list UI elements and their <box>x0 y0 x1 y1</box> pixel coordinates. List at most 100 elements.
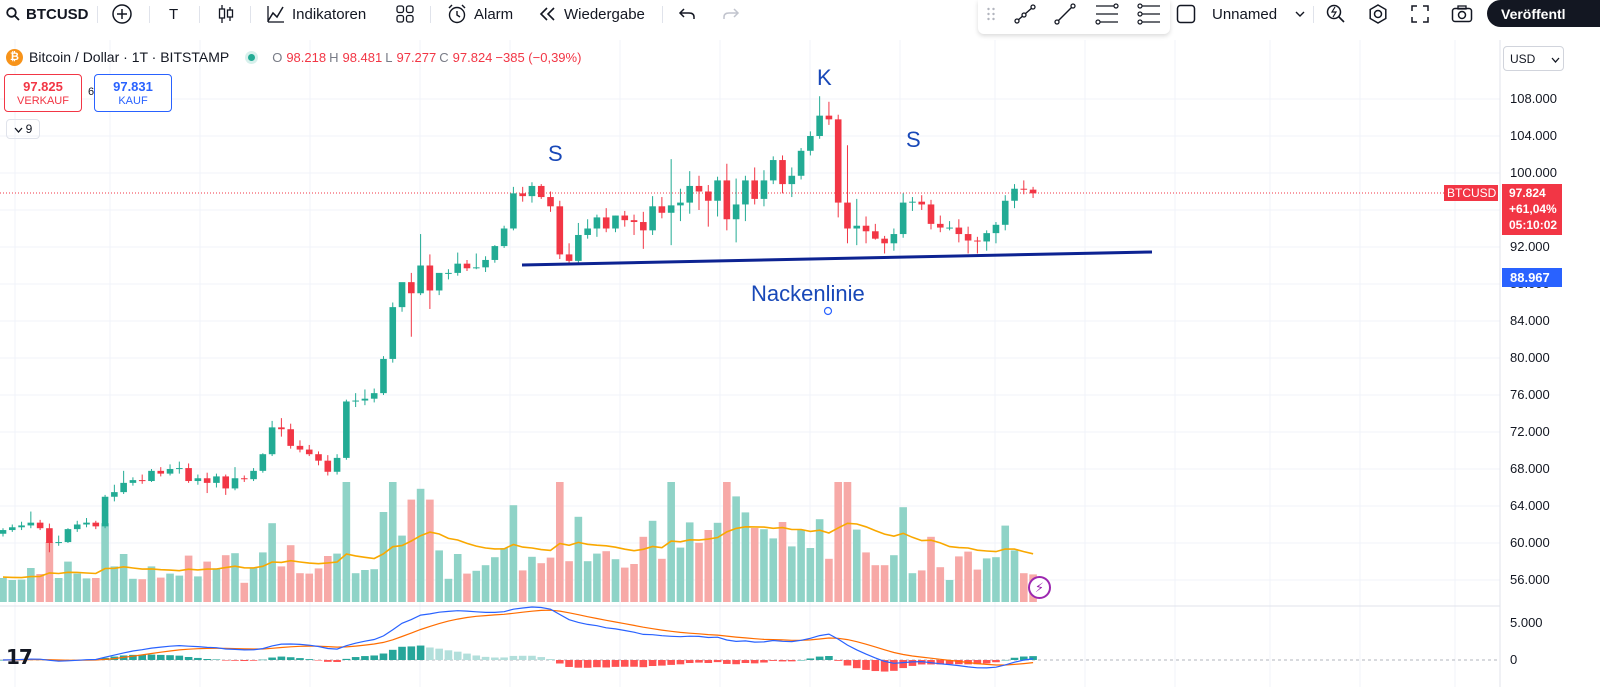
snapshot-button[interactable] <box>1451 0 1473 28</box>
candle-body <box>361 398 369 401</box>
head-label[interactable]: K <box>817 65 832 90</box>
bar-countdown: 05:10:02 <box>1509 218 1558 232</box>
tradingview-logo[interactable]: 𝟭𝟳 <box>6 647 33 669</box>
candle-body <box>389 307 397 359</box>
trend-line-tool[interactable] <box>1013 0 1037 28</box>
volume-bar <box>324 556 332 602</box>
macd-histogram-bar <box>713 660 722 663</box>
candle-body <box>760 180 768 199</box>
macd-histogram-bar <box>472 655 481 660</box>
interval-button[interactable]: T <box>169 0 178 28</box>
volume-bar <box>110 566 119 602</box>
publish-button[interactable]: Veröffentl <box>1487 0 1600 27</box>
volume-bar <box>129 578 137 602</box>
symbol-title[interactable]: Bitcoin / Dollar · 1T · BITSTAMP <box>29 49 230 65</box>
right-shoulder-label[interactable]: S <box>906 127 921 152</box>
indicators-button[interactable]: Indikatoren <box>266 0 366 28</box>
volume-bar <box>444 578 453 602</box>
neckline-label[interactable]: Nackenlinie <box>751 281 865 306</box>
volume-bar <box>175 575 184 602</box>
candle-body <box>667 205 675 213</box>
candle-body <box>556 206 564 255</box>
volume-bar <box>286 545 295 602</box>
volume-bar <box>45 542 54 602</box>
drag-handle[interactable] <box>986 0 996 28</box>
symbol-legend: ₿ Bitcoin / Dollar · 1T · BITSTAMP O 98.2… <box>6 47 584 67</box>
volume-bar <box>630 564 638 602</box>
volume-bar <box>778 522 787 602</box>
macd-pane <box>0 606 1037 672</box>
symbol-label: BTCUSD <box>26 5 89 23</box>
macd-histogram-bar <box>973 660 982 665</box>
volume-bar <box>101 523 109 602</box>
volume-bar <box>166 573 174 602</box>
macd-histogram-bar <box>156 654 165 660</box>
candle-body <box>612 215 619 229</box>
flash-icon[interactable]: ⚡ <box>1028 576 1051 599</box>
candles <box>0 96 1037 553</box>
left-shoulder-label[interactable]: S <box>548 141 563 166</box>
undo-button[interactable] <box>678 0 696 28</box>
macd-histogram-bar <box>1029 656 1037 660</box>
price-tick-label: 108.000 <box>1510 91 1557 106</box>
templates-button[interactable] <box>395 0 415 28</box>
volume-bar <box>333 553 341 602</box>
candles-icon <box>216 3 236 25</box>
layout-name: Unnamed <box>1212 5 1278 23</box>
macd-signal-line <box>3 609 1034 666</box>
macd-histogram-bar <box>685 660 694 664</box>
replay-button[interactable]: Wiedergabe <box>538 0 645 28</box>
last-change: +61,04% <box>1509 202 1557 216</box>
volume-bar <box>398 535 406 602</box>
indicators-collapse-button[interactable]: 9 <box>6 119 40 139</box>
volume-bar <box>834 482 842 602</box>
redo-button[interactable] <box>722 0 740 28</box>
layout-name-dropdown[interactable]: Unnamed <box>1212 0 1305 28</box>
ray-tool[interactable] <box>1053 0 1077 28</box>
buy-price: 97.831 <box>113 79 153 94</box>
macd-histogram-bar <box>528 655 536 660</box>
candle-body <box>324 460 332 472</box>
macd-histogram-bar <box>695 660 703 663</box>
sell-button[interactable]: 97.825 VERKAUF <box>4 74 82 112</box>
symbol-search[interactable]: BTCUSD <box>6 0 89 28</box>
candle-body <box>807 136 814 151</box>
macd-histogram-bar <box>750 660 759 664</box>
trend-line-icon <box>1013 2 1037 26</box>
volume-bar <box>843 482 852 602</box>
layout-button[interactable] <box>1176 0 1196 28</box>
macd-histogram-bar <box>630 660 638 667</box>
quick-search-button[interactable] <box>1325 0 1347 28</box>
chart-type-button[interactable] <box>216 0 236 28</box>
candle-body <box>231 478 239 489</box>
volume-bar <box>565 561 573 602</box>
candle-body <box>194 478 202 482</box>
candle-body <box>222 476 230 489</box>
search-icon <box>6 7 20 21</box>
fib-tool[interactable] <box>1094 0 1120 28</box>
plus-circle-icon <box>111 3 133 25</box>
compare-button[interactable] <box>111 0 133 28</box>
candle-body <box>909 201 916 203</box>
volume-bar <box>481 565 490 602</box>
macd-histogram-bar <box>871 660 880 672</box>
candle-body <box>630 220 638 223</box>
macd-histogram-bar <box>880 660 889 672</box>
alert-button[interactable]: Alarm <box>446 0 513 28</box>
candle-body <box>565 254 573 261</box>
volume-bar <box>203 561 211 602</box>
volume-bar <box>305 573 314 602</box>
interval-label: T <box>169 5 179 23</box>
candle-body <box>955 227 963 235</box>
pitchfork-tool[interactable] <box>1136 0 1162 28</box>
candle-body <box>259 454 267 471</box>
currency-dropdown[interactable]: USD <box>1503 46 1564 71</box>
candle-body <box>834 119 842 203</box>
candle-body <box>287 429 294 446</box>
volume-bar <box>472 570 481 602</box>
settings-button[interactable] <box>1367 0 1389 28</box>
volume-bar <box>426 499 434 602</box>
fullscreen-button[interactable] <box>1410 0 1430 28</box>
buy-button[interactable]: 97.831 KAUF <box>94 74 172 112</box>
